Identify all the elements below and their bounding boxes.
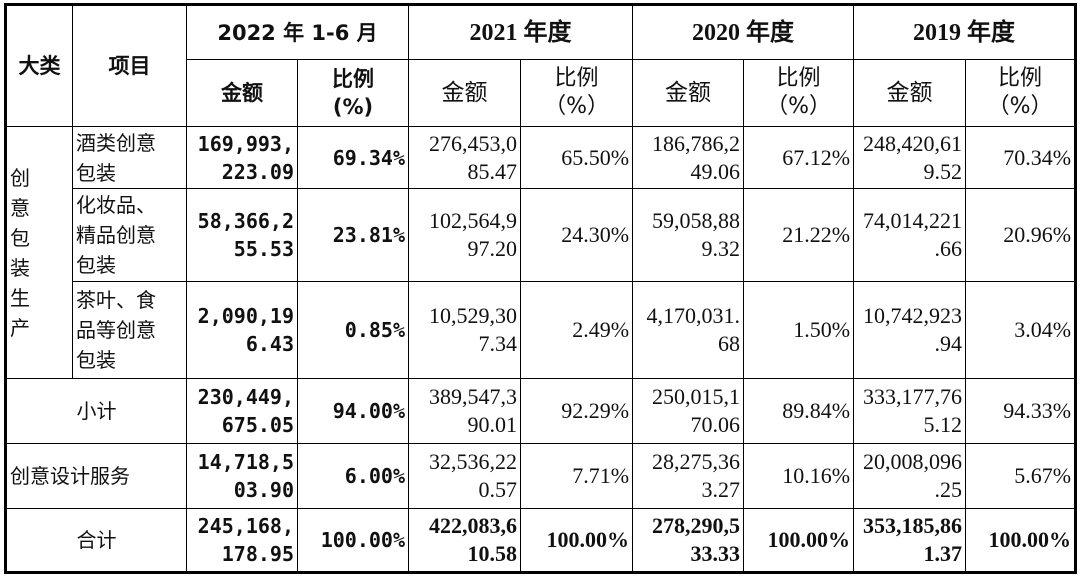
- amount-cell: 250,015,1 70.06: [632, 378, 745, 444]
- amount-cell: 2,090,19 6.43: [186, 281, 298, 379]
- ratio-cell: 0.85%: [296, 281, 410, 379]
- amount-cell: 230,449, 675.05: [186, 378, 298, 444]
- ratio-cell: 7.71%: [520, 443, 634, 509]
- ratio-cell: 100.00%: [743, 508, 855, 573]
- item-cell: 合计: [5, 508, 187, 573]
- ratio-cell: 67.12%: [743, 126, 855, 189]
- table-row: 创意设计服务 14,718,5 03.90 6.00% 32,536,22 0.…: [5, 443, 1077, 509]
- ratio-cell: 94.00%: [296, 378, 410, 444]
- ratio-cell: 65.50%: [520, 126, 634, 189]
- amount-cell: 422,083,6 10.58: [408, 508, 522, 573]
- header-ratio: 比例 （%）: [965, 59, 1077, 127]
- ratio-cell: 10.16%: [743, 443, 855, 509]
- amount-cell: 353,185,86 1.37: [853, 508, 967, 573]
- header-period-2019: 2019 年度: [853, 4, 1077, 60]
- header-category: 大类: [5, 4, 73, 127]
- amount-cell: 59,058,88 9.32: [632, 188, 745, 282]
- header-ratio: 比例 (%): [296, 59, 410, 127]
- ratio-cell: 100.00%: [520, 508, 634, 573]
- header-period-2020: 2020 年度: [632, 4, 855, 60]
- ratio-cell: 3.04%: [965, 281, 1077, 379]
- header-amount: 金额: [408, 59, 522, 127]
- item-cell: 化妆品、 精品创意 包装: [72, 188, 187, 282]
- ratio-cell: 23.81%: [296, 188, 410, 282]
- ratio-cell: 69.34%: [296, 126, 410, 189]
- amount-cell: 10,742,923 .94: [853, 281, 967, 379]
- amount-cell: 14,718,5 03.90: [186, 443, 298, 509]
- header-period-2022h1: 2022 年 1-6 月: [185, 4, 410, 60]
- table-row: 创 意 包 装 生产 酒类创意 包装 169,993, 223.09 69.34…: [5, 126, 1077, 379]
- item-cell: 创意设计服务: [5, 443, 187, 509]
- item-cell: 酒类创意 包装: [72, 126, 187, 189]
- header-ratio: 比例 （%）: [520, 59, 634, 127]
- ratio-cell: 5.67%: [965, 443, 1077, 509]
- header-amount: 金额: [186, 59, 298, 127]
- category-cell: 创 意 包 装 生产: [5, 126, 73, 379]
- ratio-cell: 24.30%: [520, 188, 634, 282]
- amount-cell: 276,453,0 85.47: [408, 126, 522, 189]
- header-item: 项目: [72, 4, 187, 127]
- ratio-cell: 100.00%: [965, 508, 1077, 573]
- item-cell: 茶叶、食 品等创意 包装: [72, 281, 187, 379]
- ratio-cell: 20.96%: [965, 188, 1077, 282]
- table-row: 化妆品、 精品创意 包装 58,366,2 55.53 23.81% 102,5…: [6, 188, 1077, 282]
- ratio-cell: 21.22%: [743, 188, 855, 282]
- header-ratio: 比例 （%）: [743, 59, 855, 127]
- amount-cell: 32,536,22 0.57: [408, 443, 522, 509]
- table-row: 茶叶、食 品等创意 包装 2,090,19 6.43 0.85% 10,529,…: [6, 281, 1077, 379]
- amount-cell: 389,547,3 90.01: [408, 378, 522, 444]
- amount-cell: 74,014,221 .66: [853, 188, 967, 282]
- ratio-cell: 100.00%: [296, 508, 410, 573]
- header-amount: 金额: [632, 59, 745, 127]
- amount-cell: 333,177,76 5.12: [853, 378, 967, 444]
- amount-cell: 186,786,2 49.06: [632, 126, 745, 189]
- amount-cell: 169,993, 223.09: [186, 126, 298, 189]
- amount-cell: 245,168, 178.95: [186, 508, 298, 573]
- amount-cell: 20,008,096 .25: [853, 443, 967, 509]
- ratio-cell: 2.49%: [520, 281, 634, 379]
- amount-cell: 28,275,36 3.27: [632, 443, 745, 509]
- amount-cell: 58,366,2 55.53: [186, 188, 298, 282]
- ratio-cell: 92.29%: [520, 378, 634, 444]
- ratio-cell: 89.84%: [743, 378, 855, 444]
- financial-table: 大类 项目 2022 年 1-6 月 2021 年度 2020 年度 2019 …: [4, 3, 1078, 574]
- ratio-cell: 6.00%: [296, 443, 410, 509]
- ratio-cell: 1.50%: [743, 281, 855, 379]
- header-amount: 金额: [853, 59, 967, 127]
- table-row-total: 合计 245,168, 178.95 100.00% 422,083,6 10.…: [5, 508, 1077, 573]
- ratio-cell: 94.33%: [965, 378, 1077, 444]
- amount-cell: 248,420,61 9.52: [853, 126, 967, 189]
- amount-cell: 4,170,031. 68: [632, 281, 745, 379]
- amount-cell: 102,564,9 97.20: [408, 188, 522, 282]
- table-row-subtotal: 小计 230,449, 675.05 94.00% 389,547,3 90.0…: [5, 378, 1077, 444]
- amount-cell: 10,529,30 7.34: [408, 281, 522, 379]
- item-cell: 小计: [5, 378, 187, 444]
- ratio-cell: 70.34%: [965, 126, 1077, 189]
- amount-cell: 278,290,5 33.33: [632, 508, 745, 573]
- header-period-2021: 2021 年度: [408, 4, 634, 60]
